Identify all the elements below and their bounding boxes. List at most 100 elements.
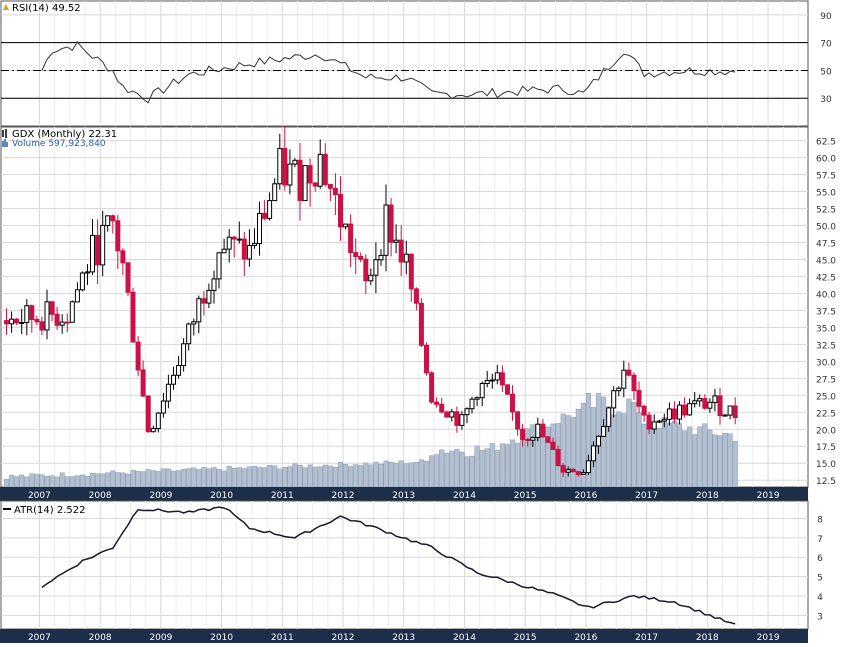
candle-body xyxy=(125,262,131,293)
candle-body xyxy=(49,301,55,315)
candle-body xyxy=(666,408,672,420)
volume-bar xyxy=(105,472,111,488)
candle-body xyxy=(9,318,15,325)
volume-bar xyxy=(287,466,293,488)
volume-bar xyxy=(29,473,35,488)
candle-body xyxy=(100,224,106,266)
volume-bar xyxy=(611,414,617,488)
price-tick-label: 20.0 xyxy=(816,426,836,436)
volume-bar xyxy=(661,417,667,488)
candle-body xyxy=(332,187,338,195)
volume-bar xyxy=(484,448,490,488)
volume-bar xyxy=(671,421,678,488)
volume-bar xyxy=(454,449,460,488)
volume-bar xyxy=(499,443,505,488)
volume-bar xyxy=(125,473,131,488)
candle-body xyxy=(606,407,612,427)
candle-body xyxy=(520,428,526,440)
candle-body xyxy=(353,252,359,258)
volume-bar xyxy=(692,434,698,488)
volume-bar xyxy=(449,450,455,488)
candle-body xyxy=(631,374,637,392)
volume-bar xyxy=(64,476,70,488)
candle-body xyxy=(565,468,571,473)
candle-body xyxy=(591,445,596,462)
x-tick-label: 2018 xyxy=(696,491,719,501)
candle-body xyxy=(717,395,723,417)
candle-body xyxy=(454,411,460,426)
rsi-tick-label: 30 xyxy=(820,95,832,105)
x-axis-top: 2007 2008 2009 2010 2011 2012 2013 2014 2015 2016… xyxy=(28,491,780,501)
volume-bar xyxy=(348,466,354,488)
atr-panel: 8 7 6 5 4 3 ATR(14) 2.522 xyxy=(0,500,823,630)
candle-body xyxy=(682,404,688,416)
volume-bar xyxy=(697,426,703,488)
volume-bar xyxy=(550,423,556,488)
volume-bar xyxy=(322,464,328,488)
rsi-reference-lines xyxy=(1,42,808,99)
volume-bar xyxy=(110,470,116,488)
volume-bar xyxy=(337,462,344,488)
candle-body xyxy=(732,405,738,418)
volume-bar xyxy=(601,396,607,488)
volume-bar xyxy=(186,468,192,488)
candle-body xyxy=(555,449,561,467)
volume-bar xyxy=(474,445,480,488)
candle-body xyxy=(530,436,536,441)
candle-body xyxy=(241,238,247,260)
volume-bar xyxy=(145,469,151,488)
candle-body xyxy=(282,148,288,186)
volume-bar xyxy=(150,470,156,488)
volume-bar xyxy=(4,478,10,488)
rsi-grid xyxy=(1,1,808,126)
price-tick-label: 62.5 xyxy=(816,138,836,148)
volume-bar xyxy=(34,474,40,488)
candle-body xyxy=(646,414,652,430)
volume-bar xyxy=(378,463,384,488)
price-tick-label: 42.5 xyxy=(816,273,836,283)
volume-bar xyxy=(302,467,308,488)
candle-body xyxy=(302,165,308,202)
candle-body xyxy=(358,255,364,260)
rsi-indicator-icon xyxy=(3,4,9,10)
price-tick-label: 50.0 xyxy=(816,222,836,232)
volume-bar xyxy=(216,469,222,488)
candle-body xyxy=(120,250,126,264)
candle-body xyxy=(14,318,20,324)
candle-body xyxy=(449,411,455,418)
volume-label: Volume 597,923,840 xyxy=(12,139,106,149)
candle-body xyxy=(424,344,429,374)
volume-bar xyxy=(682,430,688,488)
candle-body xyxy=(277,148,283,185)
candle-body xyxy=(292,159,298,165)
candle-body xyxy=(626,369,632,376)
candle-body xyxy=(702,398,708,409)
candle-body xyxy=(211,278,217,291)
candle-body xyxy=(722,414,728,417)
candle-body xyxy=(191,321,197,325)
x-tick-label: 2008 xyxy=(89,491,112,501)
candle-body xyxy=(54,313,60,326)
atr-tick-label: 6 xyxy=(817,554,823,564)
candle-body xyxy=(479,383,485,399)
candle-body xyxy=(712,395,718,403)
volume-bar xyxy=(257,467,263,488)
x-tick-label: 2019 xyxy=(757,491,780,501)
candle-body xyxy=(257,212,262,245)
candle-body xyxy=(408,253,414,290)
volume-bar xyxy=(616,411,622,488)
atr-tick-label: 7 xyxy=(817,535,823,545)
candle-body xyxy=(505,384,510,395)
volume-bar xyxy=(24,476,30,488)
volume-bar xyxy=(494,450,500,488)
volume-bar xyxy=(292,463,298,488)
price-tick-label: 12.5 xyxy=(816,477,836,487)
volume-bar xyxy=(226,466,232,488)
volume-bar xyxy=(165,468,172,488)
x-tick-label: 2012 xyxy=(332,491,355,501)
candle-body xyxy=(611,390,617,409)
candle-body xyxy=(176,365,182,376)
candle-body xyxy=(171,374,176,385)
volume-bar xyxy=(717,435,723,488)
